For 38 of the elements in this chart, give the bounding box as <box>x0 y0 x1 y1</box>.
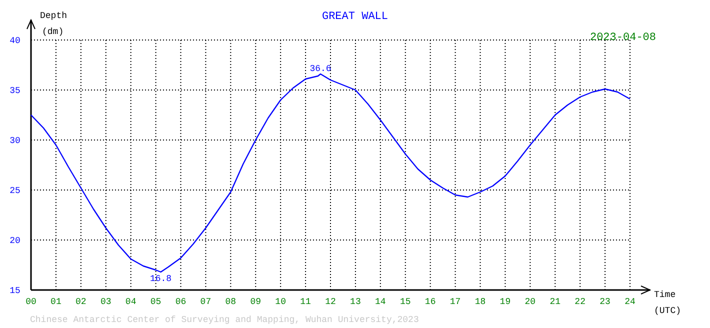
y-tick-label: 35 <box>10 86 20 96</box>
x-tick-label: 14 <box>375 297 386 307</box>
x-tick-label: 05 <box>150 297 162 307</box>
y-tick-label: 25 <box>10 186 20 196</box>
x-tick-label: 07 <box>200 297 212 307</box>
x-tick-label: 01 <box>50 297 62 307</box>
x-tick-label: 12 <box>325 297 336 307</box>
y-tick-label: 30 <box>10 136 20 146</box>
x-tick-label: 04 <box>125 297 136 307</box>
x-tick-label: 09 <box>250 297 262 307</box>
x-tick-label: 11 <box>300 297 311 307</box>
line-series <box>30 73 631 273</box>
x-tick-label: 21 <box>550 297 561 307</box>
x-tick-label: 20 <box>524 297 536 307</box>
chart-title: GREAT WALL <box>322 11 388 23</box>
annotation: 36.6 <box>310 64 332 74</box>
x-tick-label: 03 <box>100 297 112 307</box>
y-tick-label: 15 <box>10 286 20 296</box>
x-tick-label: 13 <box>350 297 361 307</box>
x-tick-label: 02 <box>76 297 86 307</box>
y-tick-label: 40 <box>10 36 20 46</box>
x-tick-label: 17 <box>450 297 461 307</box>
chart-subtitle: 2023-04-08 <box>590 32 656 44</box>
x-tick-label: 15 <box>400 297 411 307</box>
x-tick-label: 16 <box>424 297 436 307</box>
x-tick-label: 06 <box>175 297 186 307</box>
x-tick-label: 24 <box>624 297 636 307</box>
x-tick-label: 08 <box>225 297 236 307</box>
y-axis-title: Depth (dm) <box>40 11 68 37</box>
x-tick-label: 00 <box>26 297 36 307</box>
x-axis-title: Time (UTC) <box>654 290 682 316</box>
y-tick-label: 20 <box>10 236 20 246</box>
x-tick-label: 22 <box>574 297 586 307</box>
x-tick-label: 19 <box>500 297 511 307</box>
x-tick-label: 23 <box>600 297 610 307</box>
x-tick-label: 10 <box>275 297 286 307</box>
x-tick-label: 18 <box>474 297 486 307</box>
annotation: 16.8 <box>150 274 172 284</box>
